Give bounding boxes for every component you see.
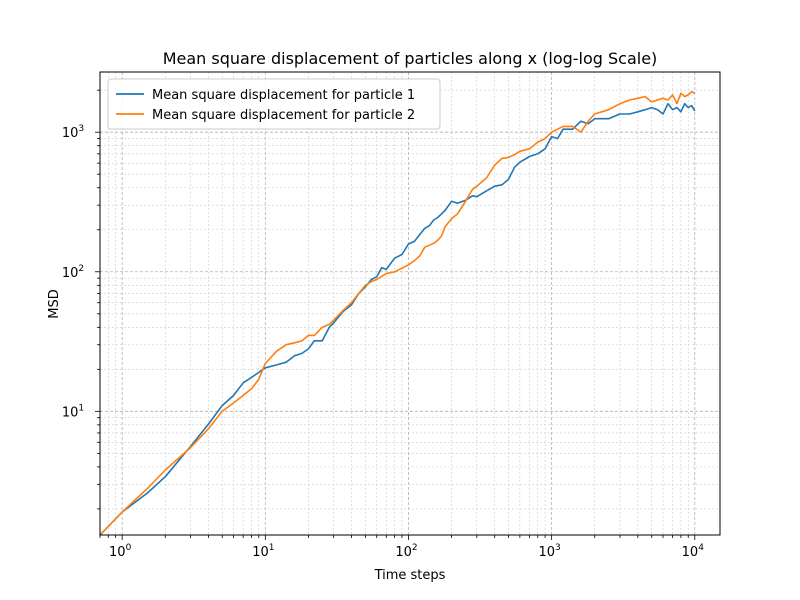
legend-box	[107, 78, 441, 130]
x-tick-label: 104	[682, 543, 705, 560]
legend-label-particle-2: Mean square displacement for particle 2	[152, 108, 415, 123]
ticks: 100 101 102 103 104 101 102 103	[62, 89, 705, 560]
series-line-particle-2	[99, 90, 696, 536]
legend-label-particle-1: Mean square displacement for particle 1	[152, 88, 415, 103]
chart-title: Mean square displacement of particles al…	[163, 49, 658, 68]
x-tick-label: 101	[252, 543, 274, 560]
legend: Mean square displacement for particle 1 M…	[107, 78, 441, 130]
x-tick-label: 102	[395, 543, 417, 560]
plot-lines	[99, 90, 696, 536]
y-tick-label: 101	[62, 403, 84, 420]
grid	[99, 72, 720, 535]
y-tick-label: 102	[62, 264, 84, 281]
x-axis-label: Time steps	[374, 568, 446, 583]
series-line-particle-1	[99, 102, 696, 536]
y-tick-label: 103	[62, 124, 84, 141]
plot-frame	[99, 71, 721, 536]
y-axis-label: MSD	[47, 289, 62, 318]
x-tick-label: 103	[538, 543, 560, 560]
x-tick-label: 100	[109, 543, 132, 560]
